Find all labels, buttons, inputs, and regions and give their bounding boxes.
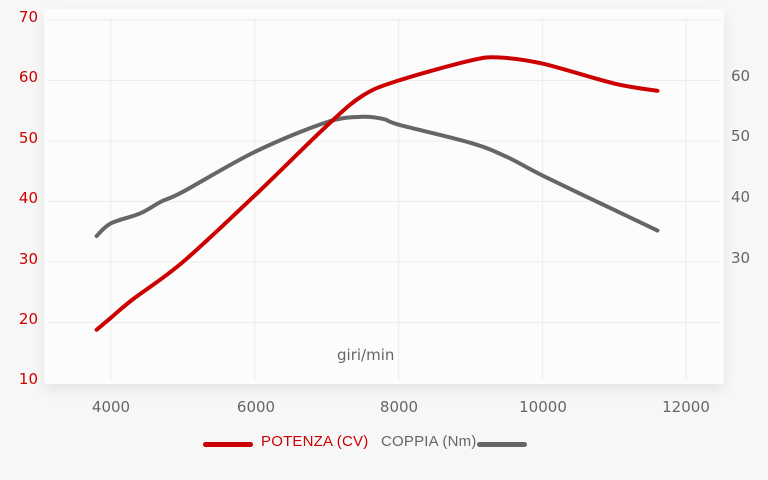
legend: POTENZA (CV) COPPIA (Nm) (0, 433, 768, 453)
y-left-tick-label: 20 (18, 310, 38, 328)
gridlines (48, 18, 720, 380)
y-right-tick-label: 40 (731, 188, 751, 206)
y-right-tick-label: 30 (731, 249, 751, 267)
torque-line (94, 114, 660, 238)
legend-power-label: POTENZA (CV) (261, 433, 369, 450)
plot-area (44, 9, 724, 384)
x-tick-label: 6000 (236, 398, 276, 416)
legend-torque-label: COPPIA (Nm) (381, 433, 477, 450)
x-tick-label: 10000 (519, 398, 567, 416)
x-tick-label: 12000 (662, 398, 710, 416)
y-left-tick-label: 70 (18, 8, 38, 26)
y-left-tick-label: 50 (18, 129, 38, 147)
y-left-tick-label: 60 (18, 68, 38, 86)
x-axis-title: giri/min (337, 346, 395, 364)
y-right-tick-label: 60 (731, 67, 751, 85)
legend-torque-swatch (477, 442, 527, 447)
y-left-tick-label: 30 (18, 250, 38, 268)
power-line (94, 55, 660, 332)
y-right-tick-label: 50 (731, 127, 751, 145)
x-tick-label: 8000 (379, 398, 419, 416)
x-tick-label: 4000 (91, 398, 131, 416)
y-left-tick-label: 40 (18, 189, 38, 207)
y-left-tick-label: 10 (18, 370, 38, 388)
legend-power-swatch (203, 442, 253, 447)
